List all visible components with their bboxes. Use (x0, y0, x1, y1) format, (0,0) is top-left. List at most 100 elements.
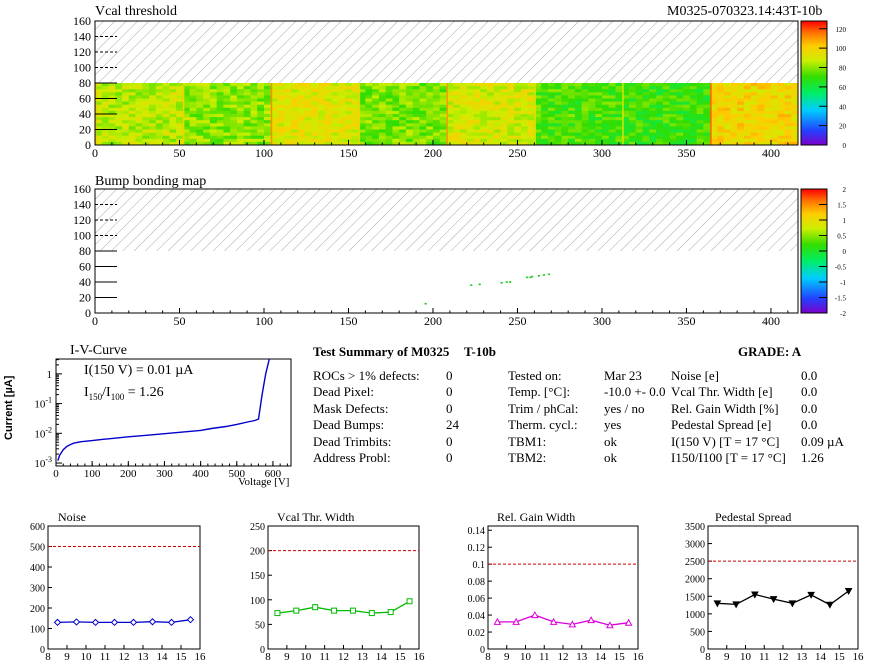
map-cell (696, 110, 704, 115)
map-cell (351, 107, 360, 112)
map-roc-edge (270, 83, 273, 145)
map-cell (399, 110, 407, 115)
map-cell (784, 135, 792, 140)
map-cell (446, 123, 454, 127)
map-cell (527, 110, 535, 115)
small-x-tick-label: 11 (539, 651, 550, 663)
map-cell (514, 114, 522, 118)
map-cell (757, 107, 765, 112)
map-cell (662, 141, 670, 146)
map-cell (162, 107, 170, 112)
map-cell (608, 138, 616, 143)
map-cell (507, 95, 515, 99)
map-cell (318, 129, 326, 133)
map-cell (473, 135, 481, 140)
map-cell (541, 107, 549, 112)
map-cell (277, 129, 285, 133)
map-cell (149, 135, 157, 140)
map-cell (615, 117, 623, 121)
map-cell (453, 92, 461, 96)
map-cell (595, 126, 603, 130)
map-cell (155, 95, 163, 99)
map-cell (345, 123, 353, 127)
map-cell (182, 138, 191, 143)
map-cell (216, 129, 224, 133)
small-x-tick-label: 10 (300, 651, 312, 663)
map-cell (257, 110, 265, 115)
map-cell (750, 138, 758, 143)
map-cell (581, 95, 589, 99)
performance-value: 1.26 (801, 450, 824, 465)
map-x-tick-label: 250 (508, 146, 526, 160)
map-cell (155, 92, 163, 96)
map-cell (777, 89, 785, 93)
map-cell (622, 98, 630, 102)
map-cell (108, 86, 116, 90)
map-cell (277, 104, 285, 109)
data-point (512, 617, 520, 625)
map-cell (683, 123, 691, 127)
map-cell (365, 135, 373, 140)
map-cell (588, 123, 596, 127)
map-cell (473, 114, 481, 118)
small-x-tick-label: 10 (81, 651, 93, 663)
map-cell (683, 98, 691, 102)
map-y-tick-label: 0 (85, 306, 91, 320)
map-cell (723, 132, 731, 137)
map-cell (487, 89, 495, 93)
map-cell (385, 86, 393, 90)
map-cell (243, 120, 251, 124)
map-cell (378, 107, 387, 112)
iv-title: I-V-Curve (70, 343, 128, 358)
map-cell (209, 92, 218, 96)
map-cell (574, 86, 583, 90)
map-cell (318, 86, 326, 90)
map-cell (108, 132, 116, 137)
map-cell (243, 101, 251, 106)
map-cell (534, 101, 542, 106)
map-cell (230, 98, 238, 102)
map-cell (358, 104, 366, 109)
map-cell (446, 95, 454, 99)
map-cell (432, 120, 441, 124)
map-cell (520, 83, 529, 87)
map-cell (257, 117, 265, 121)
map-cell (345, 107, 353, 112)
map-cell (297, 135, 305, 140)
map-cell (338, 135, 346, 140)
map-cell (514, 129, 522, 133)
map-cell (473, 104, 481, 109)
map-cell (669, 129, 677, 133)
map-cell (162, 138, 170, 143)
map-cell (176, 135, 184, 140)
map-cell (291, 89, 299, 93)
dead-bump-point (529, 276, 532, 279)
map-cell (189, 86, 197, 90)
map-cell (473, 123, 481, 127)
map-cell (750, 89, 758, 93)
map-cell (155, 110, 163, 115)
map-x-tick-label: 200 (424, 314, 442, 328)
map-cell (378, 101, 387, 106)
map-cell (750, 132, 758, 137)
data-point (387, 609, 394, 616)
map-cell (101, 120, 109, 124)
map-cell (297, 101, 305, 106)
map-cell (311, 83, 319, 87)
map-cell (791, 123, 799, 127)
map-cell (493, 92, 501, 96)
map-cell (446, 117, 454, 121)
map-cell (405, 98, 414, 102)
map-cell (608, 95, 616, 99)
map-cell (568, 92, 576, 96)
map-cell (676, 120, 684, 124)
map-cell (723, 135, 731, 140)
map-cell (493, 132, 501, 137)
map-cell (419, 132, 427, 137)
map-cell (669, 95, 677, 99)
map-cell (365, 104, 373, 109)
performance-label: Pedestal Spread [e] (671, 417, 772, 433)
map-cell (588, 95, 596, 99)
map-cell (689, 104, 698, 109)
map-cell (196, 126, 204, 130)
